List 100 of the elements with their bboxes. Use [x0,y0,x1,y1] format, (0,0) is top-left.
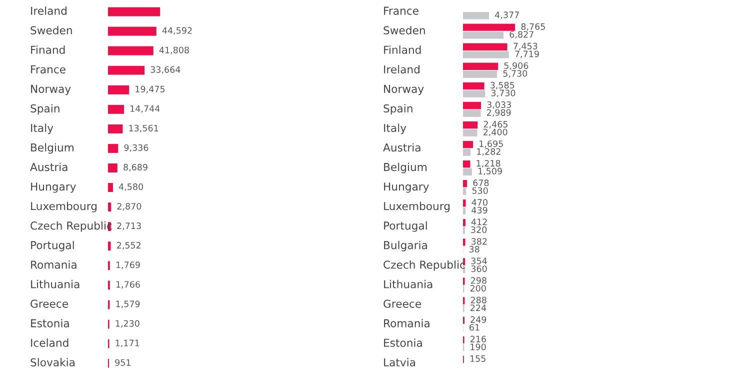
bar [463,200,466,207]
data-label: 4,580 [118,183,143,191]
bar [463,121,478,129]
bar [108,202,112,212]
category-label: Finand [31,46,65,54]
category-label: Greece [384,300,421,308]
data-label: 412 [471,218,487,226]
bar [463,70,498,78]
bar [463,180,468,188]
bar [463,188,466,195]
data-label: 9,336 [124,144,148,152]
data-label: 320 [471,226,487,234]
data-label: 470 [472,199,488,206]
bar [108,85,130,94]
bar [108,46,154,56]
data-label: 1,171 [116,340,140,348]
data-label: 2,465 [484,120,508,128]
data-label: 3,585 [490,82,514,90]
category-label: Belgium [31,143,74,154]
category-label: Lithuania [384,280,432,288]
bar [463,82,484,90]
data-label: 439 [472,206,488,214]
data-label: 4,377 [494,12,519,20]
data-label: 5,906 [504,62,528,70]
category-label: Finland [384,46,421,54]
bar [108,183,113,192]
category-label: Slovakia [30,358,75,366]
data-label: 3,033 [487,101,511,109]
data-label: 1,766 [116,281,140,289]
data-label: 1,230 [116,320,140,328]
bar [108,163,118,172]
category-label: Romania [384,318,430,328]
data-label: 7,453 [514,42,538,50]
data-label: 224 [470,304,486,312]
category-label: Sweden [384,26,425,34]
bar [108,7,160,16]
data-label: 1,695 [480,140,503,148]
data-label: 44,592 [162,27,192,35]
data-label: 354 [471,258,487,264]
bar [463,160,470,168]
category-label: Hungary [31,182,76,193]
data-label: 2,400 [483,128,508,136]
bar [463,102,482,110]
category-label: Latvia [384,358,415,366]
category-label: Hungary [384,182,429,193]
category-label: Austria [383,143,420,152]
data-label: 1,509 [478,168,502,176]
bar [463,24,516,31]
category-label: Spain [30,104,60,115]
category-label: Portugal [31,240,74,252]
data-label: 1,282 [477,148,500,156]
category-label: Luxembourg [384,202,450,212]
category-label: Luxembourg [31,202,97,212]
category-label: France [384,6,418,15]
data-label: 2,552 [116,242,140,250]
data-label: 3,730 [491,90,516,98]
category-label: Norway [31,84,71,96]
data-label: 19,475 [136,86,165,94]
category-label: Estonia [384,338,422,347]
category-label: Italy [384,124,406,134]
data-label: 190 [470,344,486,350]
bar [463,110,481,117]
data-label: 200 [470,284,486,292]
category-label: Spain [384,104,412,115]
data-label: 8,689 [124,164,148,172]
bar [108,66,145,75]
category-label: Ireland [384,65,420,74]
bar [463,12,490,20]
bar [463,32,504,39]
data-label: 14,744 [130,105,160,113]
category-label: Czech Republic [384,260,465,271]
data-label: 1,218 [476,160,500,168]
category-label: Belgium [384,162,426,174]
data-label: 5,730 [503,70,528,78]
data-label: 33,664 [150,66,180,74]
category-label: Iceland [31,338,68,347]
data-label: 249 [470,316,486,323]
data-label: 13,561 [129,124,158,132]
category-label: Austria [30,162,68,172]
data-label: 2,989 [486,109,511,117]
bar [108,242,111,251]
data-label: 61 [470,324,480,331]
bar [108,104,124,114]
data-label: 216 [470,336,486,342]
bar [108,144,118,153]
data-label: 951 [115,359,130,366]
category-label: Estonia [31,318,69,328]
bar [463,129,478,136]
category-label: Romania [31,260,76,269]
bar [463,43,508,50]
bar [463,207,466,215]
category-label: Greece [30,300,68,308]
data-label: 155 [470,355,486,362]
category-label: Bulgaria [384,240,427,252]
bar [463,140,474,148]
data-label: 2,870 [117,202,142,210]
data-label: 298 [470,277,486,284]
data-label: 382 [471,238,487,245]
data-label: 1,769 [116,262,140,270]
data-label: 2,713 [117,222,141,230]
